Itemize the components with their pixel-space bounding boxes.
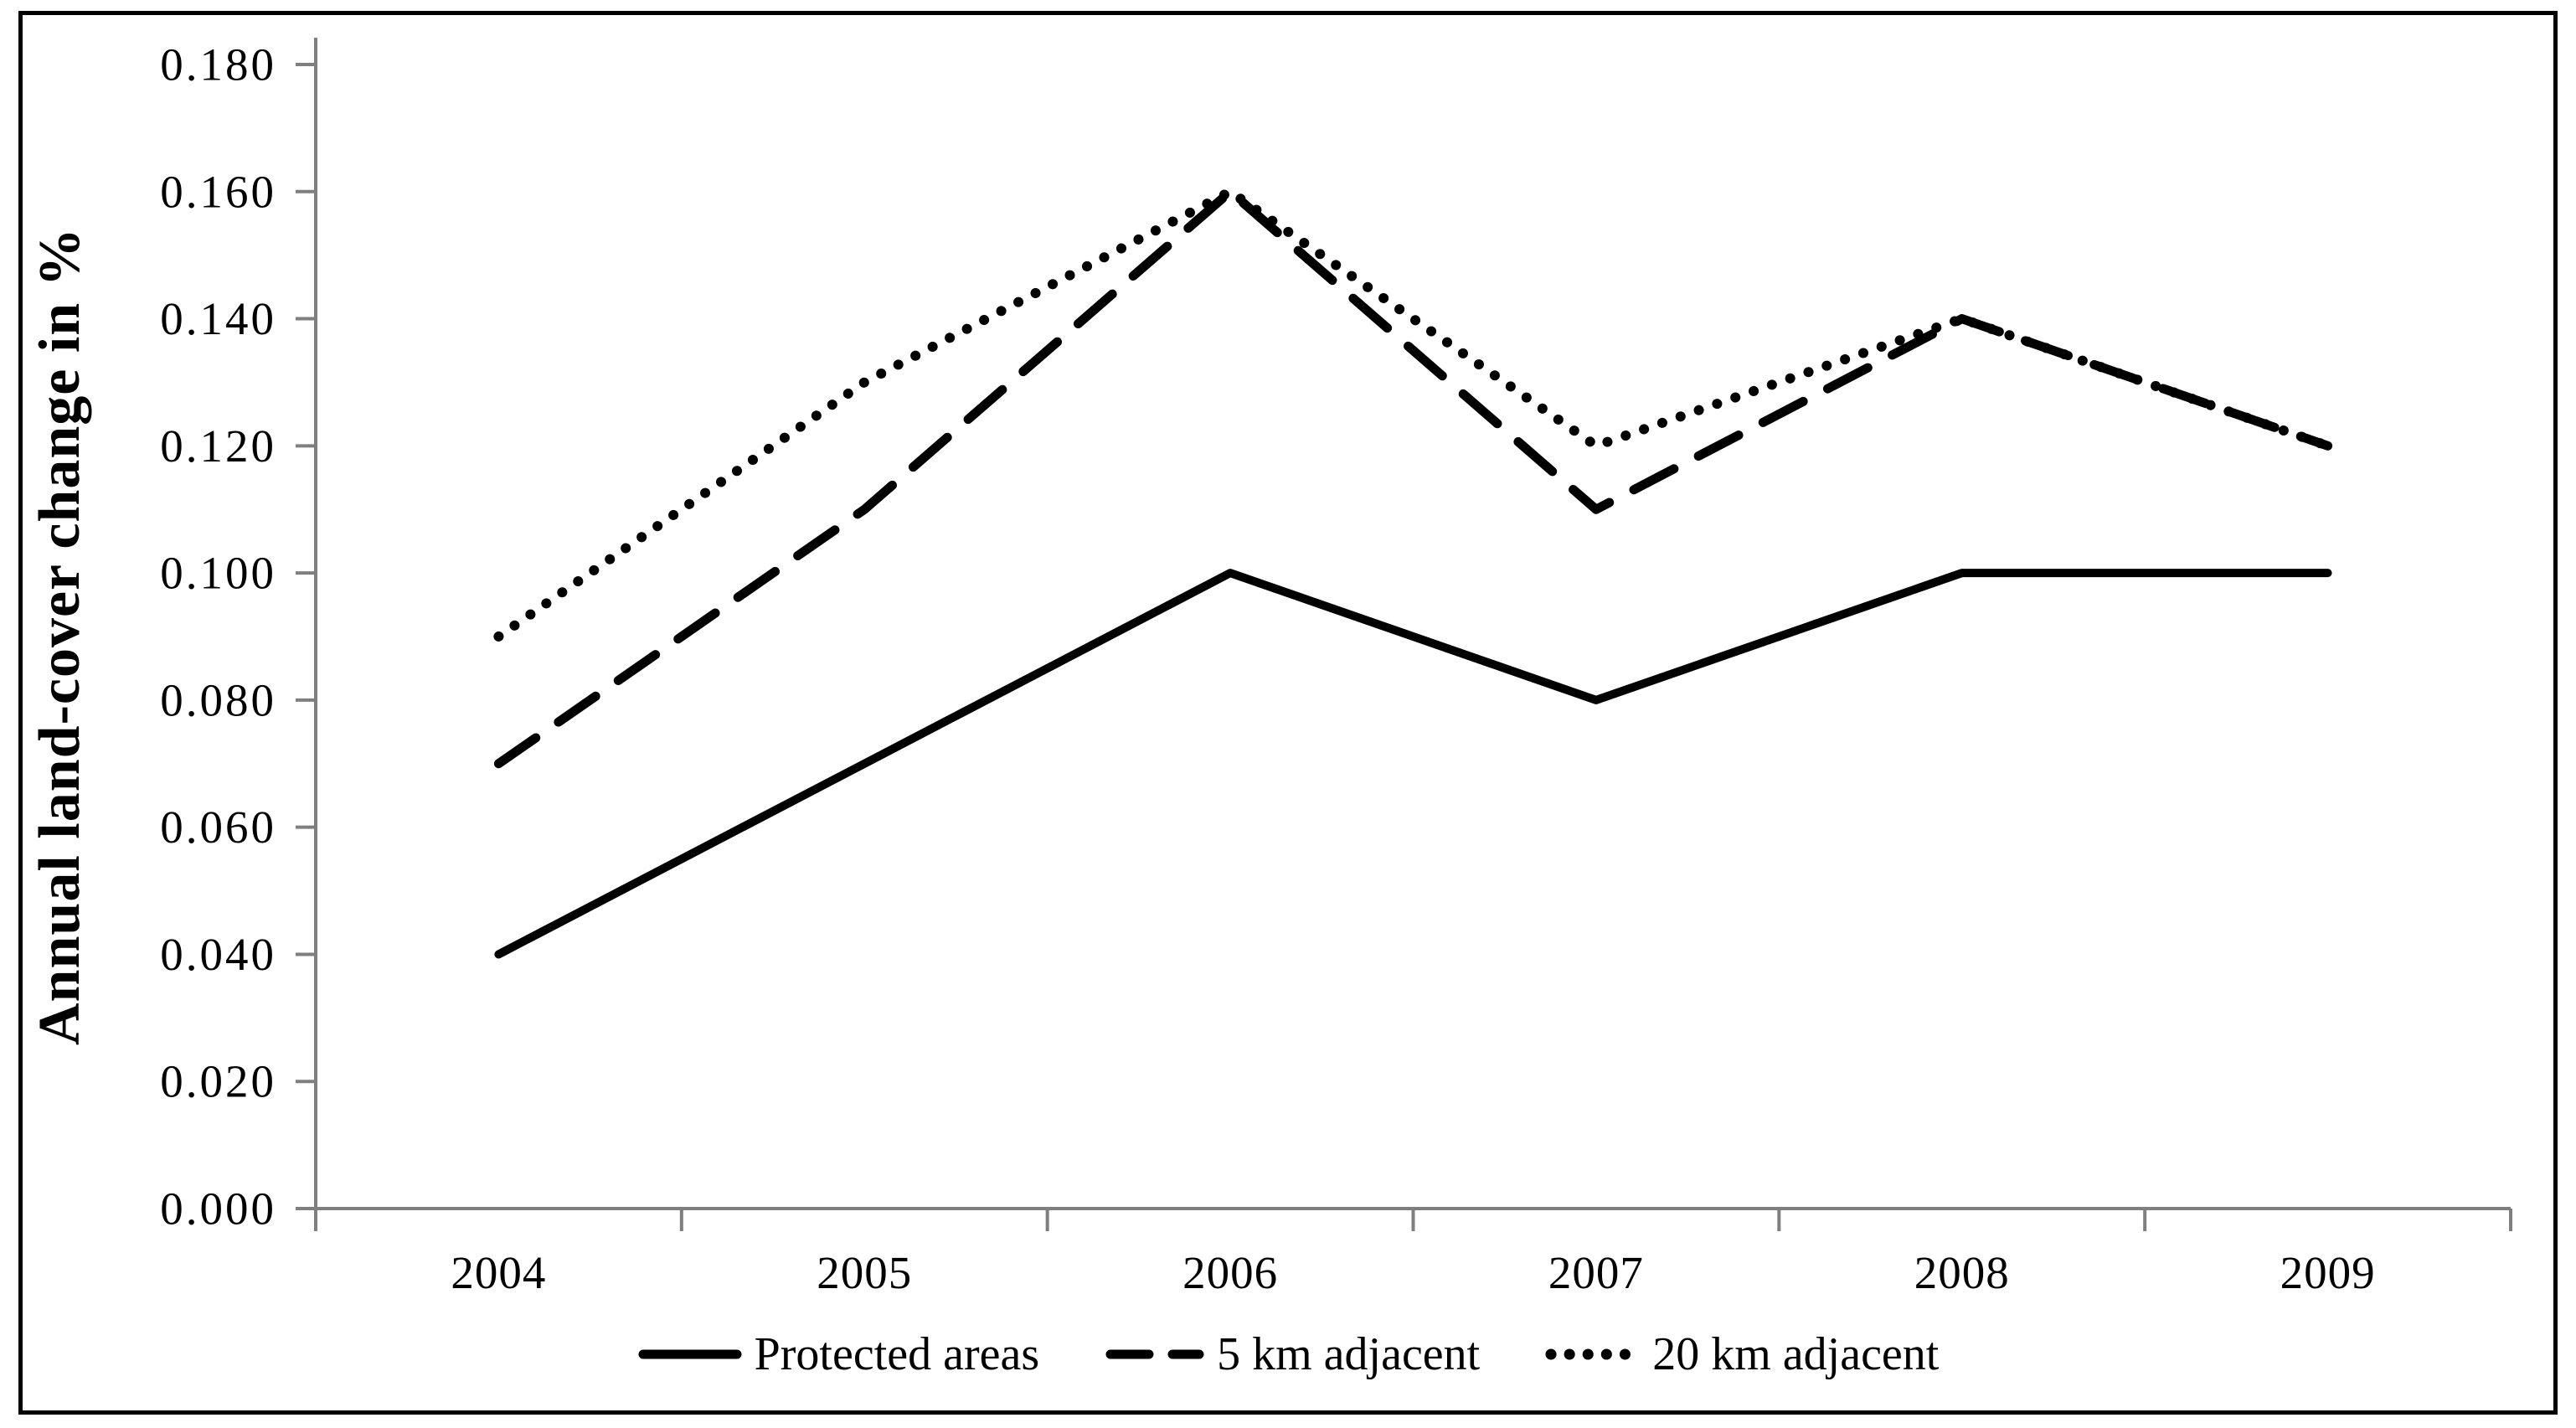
x-axis-tick-label: 2005 <box>817 1247 912 1298</box>
y-axis-tick-label: 0.180 <box>160 39 276 90</box>
y-axis-tick-label: 0.000 <box>160 1183 276 1235</box>
dashed-line-swatch-icon <box>1105 1349 1204 1359</box>
dotted-line-swatch-icon <box>1545 1348 1641 1360</box>
x-axis-tick-label: 2004 <box>451 1247 546 1298</box>
y-axis-title: Annual land-cover change in % <box>28 227 92 1046</box>
chart-legend: Protected areas 5 km adjacent 20 km adjace… <box>0 1312 2576 1396</box>
x-axis-tick-label: 2006 <box>1182 1247 1278 1298</box>
y-axis-tick-label: 0.080 <box>160 674 276 725</box>
x-axis-tick-label: 2007 <box>1548 1247 1644 1298</box>
legend-label: 5 km adjacent <box>1217 1328 1481 1380</box>
legend-item-protected-areas: Protected areas <box>637 1327 1039 1381</box>
y-axis-tick-label: 0.100 <box>160 548 276 599</box>
y-axis-tick-label: 0.140 <box>160 293 276 344</box>
line-series-protected-areas <box>494 569 2332 959</box>
y-axis-tick-label: 0.120 <box>160 420 276 472</box>
solid-line-swatch-icon <box>638 1349 742 1359</box>
y-axis-tick-label: 0.040 <box>160 929 276 980</box>
y-axis-tick-label: 0.060 <box>160 802 276 853</box>
line-series-20-km-adjacent <box>493 186 2333 642</box>
line-series-5-km-adjacent <box>493 187 2333 769</box>
y-axis-tick-label: 0.020 <box>160 1056 276 1107</box>
x-axis-tick-label: 2008 <box>1914 1247 2010 1298</box>
legend-item-20-km-adjacent: 20 km adjacent <box>1545 1327 1939 1381</box>
y-axis-tick-label: 0.160 <box>160 166 276 217</box>
legend-label: 20 km adjacent <box>1652 1328 1940 1380</box>
legend-label: Protected areas <box>754 1328 1040 1380</box>
legend-item-5-km-adjacent: 5 km adjacent <box>1105 1327 1480 1381</box>
x-axis-tick-label: 2009 <box>2280 1247 2376 1298</box>
